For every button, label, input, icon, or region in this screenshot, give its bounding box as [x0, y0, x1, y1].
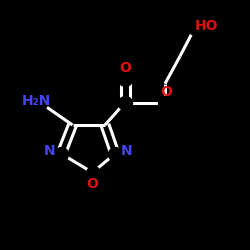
Text: N: N: [120, 144, 132, 158]
Text: N: N: [44, 144, 56, 158]
Text: H₂N: H₂N: [22, 94, 51, 108]
Text: O: O: [160, 85, 172, 99]
Text: O: O: [86, 178, 99, 192]
Text: HO: HO: [194, 19, 218, 33]
Text: O: O: [119, 61, 131, 75]
